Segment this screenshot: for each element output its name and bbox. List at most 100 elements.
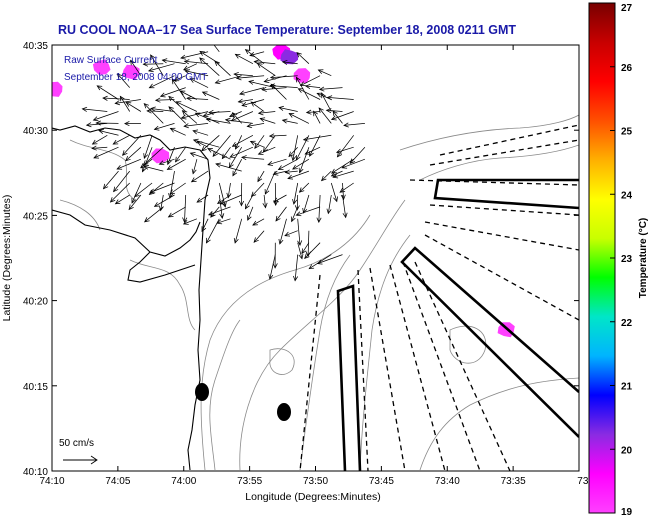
current-vector-head — [349, 158, 356, 165]
current-vector — [92, 134, 108, 145]
current-vector — [336, 146, 354, 153]
current-vector — [303, 194, 310, 214]
current-vector — [193, 139, 220, 148]
current-vector — [236, 75, 265, 79]
current-vector — [215, 163, 242, 172]
current-vector-head — [284, 231, 291, 237]
current-vector — [192, 130, 209, 136]
current-vector-head — [116, 165, 123, 170]
current-vector-head — [128, 204, 134, 211]
coastline — [52, 125, 211, 471]
current-vector — [98, 130, 119, 136]
colorbar-tick-label: 24 — [621, 190, 633, 201]
current-vector-head — [154, 97, 161, 103]
current-vector-head — [272, 263, 278, 269]
current-vector — [296, 194, 299, 210]
current-vector-head — [301, 248, 307, 255]
current-vector — [270, 85, 298, 88]
current-vector-head — [153, 125, 160, 131]
current-vector-head — [295, 76, 301, 83]
y-tick-label: 40:15 — [23, 382, 48, 393]
current-vector-head — [317, 69, 324, 75]
current-vector-head — [244, 203, 250, 210]
current-vector-head — [114, 199, 121, 205]
current-vector-head — [143, 164, 150, 170]
radial-line — [424, 221, 579, 251]
current-vector — [175, 146, 187, 163]
current-vector — [299, 182, 310, 193]
current-vector-head — [91, 139, 98, 145]
current-vector-head — [309, 151, 314, 157]
current-vector — [327, 194, 332, 214]
current-vector-head — [318, 107, 324, 113]
lane-south — [336, 284, 362, 471]
current-vector — [140, 158, 153, 168]
current-vector — [238, 99, 253, 103]
current-vector — [229, 146, 254, 158]
current-vector-head — [168, 106, 174, 112]
x-axis: 74:10 74:05 74:00 73:55 73:50 73:45 73:40 73:35… — [39, 45, 597, 487]
current-vector-head — [219, 213, 225, 219]
current-vector-head — [92, 116, 99, 122]
map-layers: Raw Surface Current September 18, 2008 0… — [52, 45, 579, 471]
current-vectors — [81, 45, 366, 282]
x-tick-label: 73:55 — [237, 476, 262, 487]
current-vector-head — [183, 123, 189, 129]
x-tick-label: 74:05 — [105, 476, 130, 487]
current-vector — [181, 111, 209, 119]
current-vector — [343, 123, 365, 126]
current-vector — [232, 134, 254, 147]
x-tick-label: 73:50 — [303, 476, 328, 487]
current-vector-head — [181, 110, 188, 116]
current-vector — [231, 111, 254, 122]
current-vector-head — [234, 53, 241, 59]
current-vector — [234, 73, 253, 77]
current-vector — [245, 194, 254, 209]
radial-line — [402, 261, 481, 471]
current-vector — [269, 134, 287, 137]
current-vector-head — [288, 113, 295, 118]
current-vector — [331, 111, 354, 120]
current-vector-head — [125, 101, 132, 107]
current-vector — [115, 194, 130, 205]
current-vector — [297, 218, 301, 246]
current-vector-head — [294, 205, 300, 211]
current-vector — [197, 141, 209, 148]
current-vector-head — [257, 176, 263, 183]
current-vector — [182, 110, 198, 124]
current-vector — [216, 218, 231, 224]
current-vector-head — [246, 215, 252, 221]
current-vector-head — [330, 168, 337, 174]
x-tick-label: 74:00 — [171, 476, 196, 487]
shipping-lanes — [336, 178, 579, 471]
current-vector — [249, 51, 265, 56]
current-vector-head — [208, 109, 214, 115]
current-vector — [174, 75, 186, 81]
y-tick-label: 40:20 — [23, 297, 48, 308]
current-vector — [102, 97, 130, 100]
current-vector — [113, 170, 130, 192]
y-tick-label: 40:25 — [23, 211, 48, 222]
current-vector-head — [196, 197, 203, 203]
current-vector — [218, 182, 226, 207]
sst-patches — [52, 45, 515, 338]
colorbar-tick-label: 23 — [621, 254, 633, 265]
current-vector — [234, 218, 243, 243]
current-vector-head — [141, 166, 147, 173]
current-vector-head — [143, 153, 149, 160]
current-vector-head — [131, 197, 137, 204]
y-tick-label: 40:35 — [23, 41, 48, 52]
current-vector-head — [150, 54, 156, 61]
chart-title: RU COOL NOAA–17 Sea Surface Temperature:… — [58, 23, 516, 37]
current-vector-head — [237, 98, 244, 104]
current-vector-head — [125, 155, 131, 162]
current-vector — [134, 182, 153, 197]
current-vector — [263, 194, 266, 208]
current-vector — [252, 218, 265, 226]
current-vector-head — [298, 253, 304, 260]
current-vector — [170, 128, 186, 136]
current-vector-head — [207, 210, 214, 216]
current-vector-head — [168, 95, 174, 102]
current-vector-head — [253, 59, 260, 65]
x-tick-label: 73:35 — [501, 476, 526, 487]
